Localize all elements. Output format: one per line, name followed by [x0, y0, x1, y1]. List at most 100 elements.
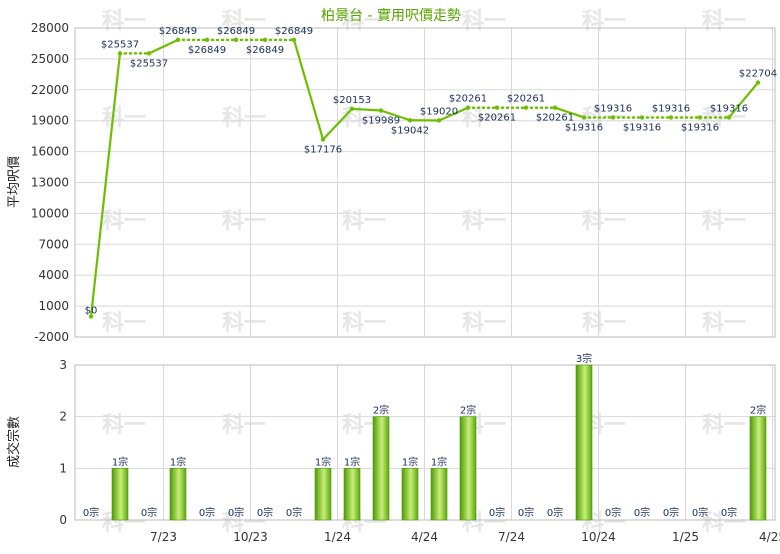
watermark-text: 科一 — [702, 209, 746, 234]
watermark-text: 科一 — [582, 9, 626, 34]
price-data-label: $20261 — [507, 94, 545, 105]
volume-data-label: 0宗 — [141, 506, 157, 519]
watermark-text: 科一 — [462, 9, 506, 34]
volume-data-label: 0宗 — [228, 506, 244, 519]
price-data-label: $20261 — [478, 113, 516, 124]
volume-bar — [431, 468, 447, 520]
price-point — [640, 115, 644, 119]
price-point — [756, 80, 760, 84]
price-point — [263, 38, 267, 42]
watermark-text: 科一 — [102, 106, 146, 131]
volume-data-label: 0宗 — [199, 506, 215, 519]
price-point — [727, 115, 731, 119]
volume-data-label: 1宗 — [431, 455, 447, 468]
price-data-label: $25537 — [101, 39, 139, 50]
volume-tick-label: 1 — [59, 461, 67, 475]
volume-data-label: 2宗 — [460, 404, 476, 417]
data-layer: $0 $25537 $25537 $26849 $26849 $26849 $26849 $2… — [83, 26, 777, 520]
price-point — [321, 137, 325, 141]
volume-tick-label: 2 — [59, 410, 67, 424]
volume-bar — [344, 468, 360, 520]
volume-data-label: 1宗 — [344, 455, 360, 468]
price-tick-label: 28000 — [31, 21, 69, 35]
volume-data-label: 2宗 — [373, 404, 389, 417]
watermark-text: 科一 — [582, 311, 626, 336]
volume-axis-label: 成交宗數 — [6, 416, 22, 468]
price-tick-label: -2000 — [34, 330, 69, 344]
watermark-text: 科一 — [222, 106, 266, 131]
volume-data-label: 0宗 — [547, 506, 563, 519]
volume-data-label: 0宗 — [663, 506, 679, 519]
x-tick-label: 1/25 — [672, 530, 699, 544]
volume-bar — [170, 468, 186, 520]
x-tick-label: 7/24 — [498, 530, 525, 544]
volume-bar — [373, 417, 389, 520]
volume-data-label: 3宗 — [576, 352, 592, 365]
volume-data-label: 1宗 — [315, 455, 331, 468]
price-point — [698, 115, 702, 119]
price-point — [379, 108, 383, 112]
price-data-label: $26849 — [275, 26, 313, 37]
price-data-label: $19042 — [391, 125, 429, 136]
volume-data-label: 0宗 — [605, 506, 621, 519]
volume-data-label: 0宗 — [257, 506, 273, 519]
price-data-label: $19316 — [652, 103, 690, 114]
volume-bar — [750, 417, 766, 520]
price-point — [205, 38, 209, 42]
price-tick-label: 1000 — [38, 299, 69, 313]
price-point — [524, 106, 528, 110]
watermark-text: 科一 — [102, 311, 146, 336]
price-point — [292, 38, 296, 42]
price-tick-label: 4000 — [38, 268, 69, 282]
price-data-label: $19316 — [623, 122, 661, 133]
price-tick-label: 10000 — [31, 206, 69, 220]
x-tick-label: 1/24 — [324, 530, 351, 544]
price-data-label: $20261 — [449, 94, 487, 105]
price-point — [176, 38, 180, 42]
price-line-segment — [91, 53, 120, 316]
watermark-text: 科一 — [342, 209, 386, 234]
price-point — [582, 115, 586, 119]
x-tick-label: 10/23 — [233, 530, 268, 544]
price-axis-label: 平均呎價 — [7, 156, 22, 208]
price-point — [669, 115, 673, 119]
volume-data-label: 0宗 — [721, 506, 737, 519]
watermark-text: 科一 — [222, 311, 266, 336]
volume-bar — [402, 468, 418, 520]
volume-data-label: 1宗 — [112, 455, 128, 468]
price-point — [350, 107, 354, 111]
volume-data-label: 0宗 — [489, 506, 505, 519]
price-data-label: $19020 — [420, 106, 458, 117]
price-data-label: $19316 — [594, 103, 632, 114]
price-data-label: $17176 — [304, 144, 342, 155]
watermark-text: 科一 — [702, 9, 746, 34]
price-point — [553, 106, 557, 110]
price-point — [611, 115, 615, 119]
price-data-label: $26849 — [159, 26, 197, 37]
price-data-label: $22704 — [739, 69, 777, 80]
price-point — [147, 51, 151, 55]
price-data-label: $0 — [85, 305, 98, 316]
volume-data-label: 0宗 — [83, 506, 99, 519]
price-tick-label: 25000 — [31, 52, 69, 66]
price-data-label: $20153 — [333, 95, 371, 106]
price-tick-label: 19000 — [31, 114, 69, 128]
price-data-label: $26849 — [246, 45, 284, 56]
watermark-text: 科一 — [582, 209, 626, 234]
price-data-label: $25537 — [130, 58, 168, 69]
x-tick-label: 4/24 — [411, 530, 438, 544]
volume-data-label: 0宗 — [692, 506, 708, 519]
price-point — [408, 118, 412, 122]
price-point — [437, 118, 441, 122]
watermark-text: 科一 — [222, 209, 266, 234]
price-tick-label: 7000 — [38, 237, 69, 251]
price-tick-label: 22000 — [31, 83, 69, 97]
watermark-text: 科一 — [702, 311, 746, 336]
price-data-label: $19316 — [565, 122, 603, 133]
volume-bar — [315, 468, 331, 520]
price-data-label: $26849 — [188, 45, 226, 56]
x-tick-label: 7/23 — [150, 530, 177, 544]
watermark-text: 科一 — [342, 311, 386, 336]
